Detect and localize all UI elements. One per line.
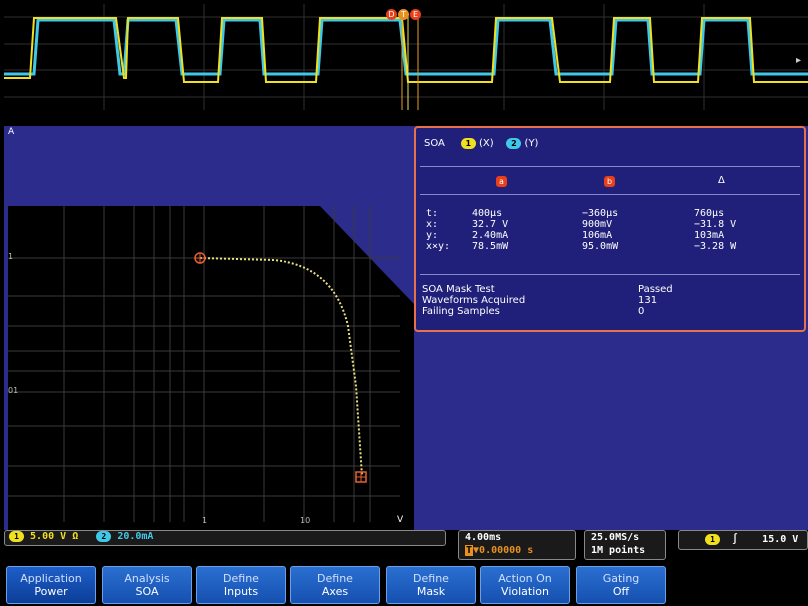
menu-label: Action On [498,572,552,585]
status-bar: 1 5.00 V Ω 2 20.0mA 4.00ms T▼0.00000 s 2… [0,530,808,566]
ch2-role: (Y) [524,138,539,149]
timebase-value: 4.00ms [465,532,502,543]
menu-define-mask[interactable]: Define Mask [386,566,476,604]
menu-define-inputs[interactable]: Define Inputs [196,566,286,604]
divider [420,166,800,167]
menu-sublabel: Off [612,585,630,598]
cursor-b-header: b [604,176,615,187]
menu-sublabel: Power [34,585,68,598]
y-tick-label: 01 [8,386,19,395]
record-length: 1M points [591,545,646,556]
menu-label: Application [20,572,82,585]
cursor-b-values: −360µs 900mV 106mA 95.0mW [582,208,619,252]
delta-header: Δ [718,175,725,186]
panel-header: SOA 1 (X) 2 (Y) [424,138,538,149]
delta-values: 760µs −31.8 V 103mA −3.28 W [694,208,737,252]
horizontal-settings[interactable]: 4.00ms T▼0.00000 s [458,530,576,560]
scroll-right-icon[interactable]: ▸ [796,55,802,66]
soa-results-panel: SOA 1 (X) 2 (Y) a b Δ t: x: y: x×y: 400µs 3… [414,126,806,332]
menu-define-axes[interactable]: Define Axes [290,566,380,604]
vertical-settings[interactable]: 1 5.00 V Ω 2 20.0mA [4,530,446,546]
row-labels-column: t: x: y: x×y: [426,208,451,252]
divider [420,194,800,195]
cursor-a-header: a [496,176,507,187]
panel-title: SOA [424,138,445,149]
results-labels: SOA Mask Test Waveforms Acquired Failing… [422,284,526,317]
ohm-icon: Ω [72,531,79,542]
cursor-marker-e[interactable]: E [410,9,421,20]
ch2-badge: 2 [96,531,112,542]
sample-rate: 25.0MS/s [591,532,640,543]
menu-sublabel: Inputs [223,585,259,598]
trigger-delay-icon: T [465,545,474,556]
trigger-ch-badge: 1 [705,534,720,545]
ch1-scale: 5.00 V [30,531,67,542]
bottom-menu: Application Power Analysis SOA Define In… [0,566,808,606]
trigger-level: 15.0 V [762,534,799,545]
ch1-role: (X) [478,138,494,149]
mask-test-status: Passed [638,284,673,295]
ch1-trace [4,17,808,83]
menu-label: Define [413,572,449,585]
cursor-marker-d[interactable]: D [386,9,397,20]
ch1-badge: 1 [9,531,24,542]
waveform-display [4,4,808,110]
menu-label: Define [317,572,353,585]
menu-label: Define [223,572,259,585]
trigger-slope-icon: ∫ [732,534,739,545]
ch2-badge: 2 [506,138,522,149]
cursor-b-marker [355,471,367,483]
acquisition-settings[interactable]: 25.0MS/s 1M points [584,530,666,560]
waveform-graph [4,4,808,110]
trigger-delay-value: ▼0.00000 s [473,545,534,556]
failing-samples-count: 0 [638,306,645,317]
results-values: Passed 131 0 [638,284,673,317]
x-tick-label: 10 [300,516,311,525]
menu-sublabel: Axes [321,585,349,598]
y-axis-unit-label: A [8,127,15,137]
menu-application-power[interactable]: Application Power [6,566,96,604]
x-axis-unit-label: V [397,515,404,525]
menu-analysis[interactable]: Analysis SOA [102,566,192,604]
menu-label: Analysis [124,572,170,585]
soa-trajectory [199,257,363,477]
menu-label: Gating [602,572,640,585]
trigger-settings[interactable]: 1 ∫ 15.0 V [678,530,808,550]
menu-gating[interactable]: Gating Off [576,566,666,604]
menu-sublabel: Violation [501,585,549,598]
soa-mask-region [8,206,414,530]
ch2-scale: 20.0mA [117,531,154,542]
x-tick-label: 1 [202,516,208,525]
waveforms-acquired-count: 131 [638,295,658,306]
cursor-a-marker [194,252,206,264]
cursor-a-values: 400µs 32.7 V 2.40mA 78.5mW [472,208,509,252]
menu-sublabel: SOA [135,585,159,598]
soa-xy-plot [8,206,414,530]
menu-sublabel: Mask [416,585,446,598]
divider [420,274,800,275]
trigger-marker[interactable]: T [398,9,409,20]
ch1-badge: 1 [460,138,476,149]
menu-action-on-violation[interactable]: Action On Violation [480,566,570,604]
y-tick-label: 1 [8,252,14,261]
